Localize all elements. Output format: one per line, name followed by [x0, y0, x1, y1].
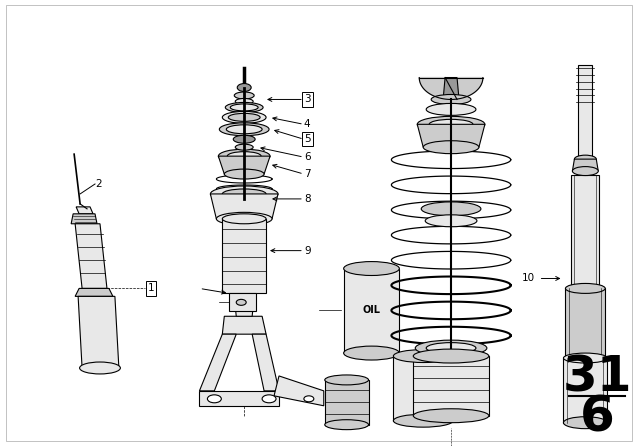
Ellipse shape — [207, 395, 221, 403]
Polygon shape — [419, 78, 483, 99]
Polygon shape — [218, 156, 270, 174]
Polygon shape — [252, 334, 279, 391]
Ellipse shape — [344, 262, 399, 276]
Ellipse shape — [220, 123, 269, 136]
Ellipse shape — [324, 375, 369, 385]
Ellipse shape — [233, 135, 255, 143]
Ellipse shape — [227, 125, 262, 134]
Ellipse shape — [230, 104, 258, 111]
Polygon shape — [200, 334, 236, 391]
Text: 5: 5 — [304, 134, 310, 144]
Ellipse shape — [225, 103, 263, 112]
Polygon shape — [78, 297, 119, 368]
Ellipse shape — [421, 202, 481, 216]
Text: 3: 3 — [304, 95, 310, 104]
Text: 31: 31 — [563, 354, 632, 402]
Polygon shape — [274, 376, 324, 406]
Ellipse shape — [423, 141, 479, 154]
Ellipse shape — [426, 103, 476, 116]
Text: 7: 7 — [304, 169, 310, 179]
Text: 6: 6 — [304, 152, 310, 162]
Ellipse shape — [236, 99, 253, 104]
Polygon shape — [200, 391, 279, 406]
Ellipse shape — [222, 214, 266, 224]
Polygon shape — [413, 356, 489, 416]
Polygon shape — [222, 316, 266, 334]
Ellipse shape — [574, 155, 596, 163]
Ellipse shape — [236, 144, 253, 150]
Ellipse shape — [324, 420, 369, 430]
Polygon shape — [579, 65, 592, 159]
Polygon shape — [394, 356, 453, 421]
Ellipse shape — [222, 112, 266, 123]
Text: 10: 10 — [522, 273, 535, 284]
Text: 1: 1 — [148, 284, 154, 293]
Ellipse shape — [79, 362, 120, 374]
Polygon shape — [234, 297, 254, 316]
Ellipse shape — [572, 167, 598, 176]
Ellipse shape — [227, 152, 261, 161]
Ellipse shape — [344, 346, 399, 360]
Polygon shape — [443, 78, 459, 99]
Ellipse shape — [425, 215, 477, 227]
Polygon shape — [75, 289, 113, 297]
Polygon shape — [417, 124, 485, 147]
Ellipse shape — [563, 353, 607, 363]
Ellipse shape — [394, 349, 453, 362]
Polygon shape — [75, 224, 107, 289]
Text: 8: 8 — [304, 194, 310, 204]
Ellipse shape — [222, 189, 266, 199]
Ellipse shape — [224, 169, 264, 179]
Polygon shape — [76, 207, 93, 214]
Polygon shape — [566, 289, 605, 358]
Ellipse shape — [304, 396, 314, 402]
Polygon shape — [344, 268, 399, 353]
Text: 2: 2 — [95, 179, 102, 189]
Ellipse shape — [211, 186, 278, 202]
Polygon shape — [563, 358, 607, 422]
Polygon shape — [572, 175, 599, 289]
Ellipse shape — [429, 119, 473, 129]
Ellipse shape — [563, 417, 607, 429]
Ellipse shape — [216, 212, 272, 225]
Text: 4: 4 — [304, 119, 310, 129]
Polygon shape — [222, 219, 266, 293]
Polygon shape — [229, 293, 256, 311]
Ellipse shape — [237, 83, 251, 91]
Ellipse shape — [394, 414, 453, 427]
Polygon shape — [71, 214, 97, 224]
Ellipse shape — [413, 409, 489, 422]
Text: 6: 6 — [580, 394, 614, 442]
Polygon shape — [211, 194, 278, 219]
Ellipse shape — [234, 92, 254, 99]
Text: 9: 9 — [304, 246, 310, 256]
Ellipse shape — [413, 349, 489, 363]
Ellipse shape — [218, 149, 270, 163]
Ellipse shape — [417, 116, 485, 132]
Ellipse shape — [566, 284, 605, 293]
Text: OIL: OIL — [362, 305, 381, 315]
Ellipse shape — [228, 113, 260, 121]
Polygon shape — [572, 159, 598, 171]
Ellipse shape — [426, 343, 476, 353]
Ellipse shape — [415, 340, 487, 356]
Ellipse shape — [236, 299, 246, 306]
Ellipse shape — [262, 395, 276, 403]
Ellipse shape — [431, 95, 471, 104]
Polygon shape — [324, 380, 369, 425]
